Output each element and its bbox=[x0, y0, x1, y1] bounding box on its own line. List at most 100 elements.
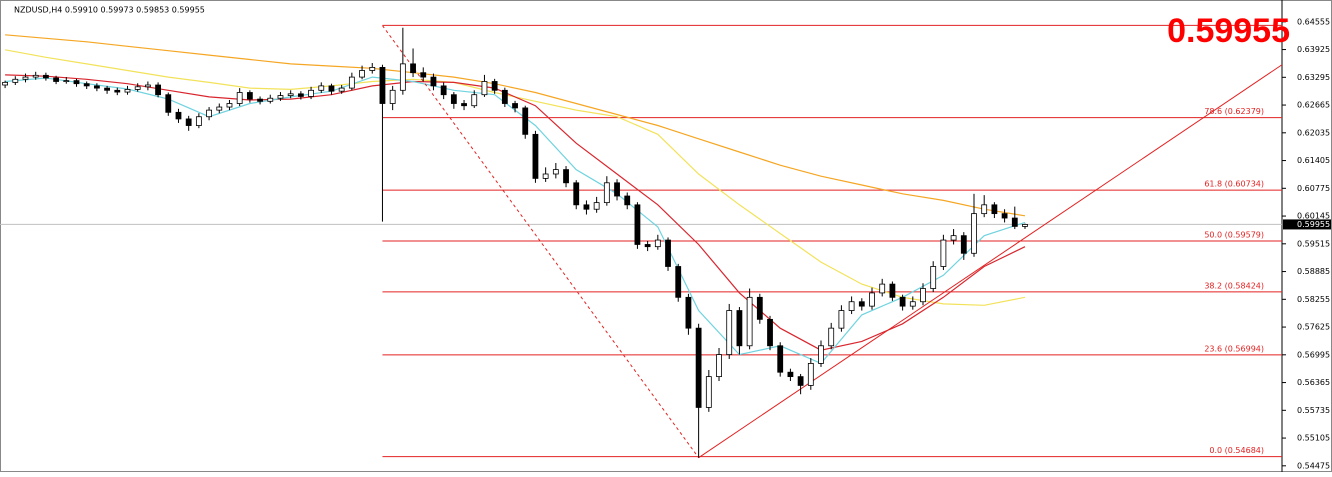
moving-average-line bbox=[5, 74, 1026, 351]
candle-body bbox=[593, 202, 600, 210]
candle-body bbox=[369, 66, 376, 71]
candle-body bbox=[828, 327, 835, 347]
candle-body bbox=[155, 84, 161, 96]
candle-body bbox=[634, 204, 641, 245]
candle-body bbox=[287, 93, 294, 96]
candle-body bbox=[399, 63, 406, 91]
candle-body bbox=[899, 296, 906, 307]
candle-body bbox=[858, 301, 865, 307]
moving-average-line bbox=[5, 34, 1026, 217]
candle-body bbox=[348, 76, 355, 89]
candle-body bbox=[63, 80, 70, 83]
candle-body bbox=[124, 89, 131, 93]
candle-body bbox=[848, 301, 855, 311]
candle-body bbox=[705, 376, 712, 408]
fib-level-label: 0.0 (0.54684) bbox=[1209, 446, 1264, 455]
candle-body bbox=[563, 169, 569, 184]
candle-body bbox=[1001, 213, 1008, 219]
current-price-tag-label: 0.59955 bbox=[1297, 220, 1330, 229]
candle-body bbox=[185, 118, 192, 126]
candle-body bbox=[481, 81, 488, 96]
y-tick-label: 0.55735 bbox=[1297, 406, 1330, 415]
candle-body bbox=[940, 239, 947, 267]
candle-body bbox=[552, 169, 559, 175]
candle-body bbox=[450, 94, 457, 104]
candle-body bbox=[991, 204, 998, 215]
candle-body bbox=[165, 94, 172, 113]
candle-body bbox=[32, 74, 39, 78]
candle-body bbox=[736, 310, 743, 347]
candle-body bbox=[73, 80, 80, 85]
candle-body bbox=[1011, 217, 1018, 227]
candle-body bbox=[389, 89, 396, 104]
candle-body bbox=[379, 66, 386, 104]
candle-body bbox=[410, 63, 416, 74]
fib-level-label: 78.6 (0.62379) bbox=[1204, 107, 1264, 116]
candle-body bbox=[960, 235, 967, 254]
current-price-tag bbox=[1283, 219, 1331, 230]
candle-body bbox=[1022, 224, 1028, 227]
y-tick-label: 0.57625 bbox=[1297, 323, 1330, 332]
fib-level-label: 23.6 (0.56994) bbox=[1204, 344, 1264, 353]
candle-body bbox=[471, 94, 478, 107]
candle-body bbox=[328, 85, 335, 92]
candle-body bbox=[909, 301, 916, 307]
candle-body bbox=[583, 204, 590, 210]
candle-body bbox=[624, 195, 631, 206]
candle-body bbox=[869, 292, 875, 307]
y-tick-label: 0.58255 bbox=[1297, 295, 1330, 304]
candle-body bbox=[338, 87, 345, 92]
candle-body bbox=[838, 310, 845, 329]
candle-body bbox=[532, 133, 539, 179]
y-tick-label: 0.64555 bbox=[1297, 17, 1330, 26]
candle-body bbox=[104, 87, 110, 91]
current-price-big: 0.59955 bbox=[1167, 12, 1290, 50]
y-tick-label: 0.56995 bbox=[1297, 350, 1330, 359]
candle-body bbox=[216, 106, 223, 111]
candle-body bbox=[522, 107, 529, 135]
candle-body bbox=[318, 85, 325, 91]
candle-body bbox=[889, 283, 896, 298]
y-tick-label: 0.54475 bbox=[1297, 461, 1330, 470]
candle-body bbox=[236, 92, 243, 104]
candle-body bbox=[685, 296, 692, 329]
candle-body bbox=[644, 244, 651, 248]
y-tick-label: 0.61405 bbox=[1297, 156, 1330, 165]
candle-body bbox=[134, 86, 141, 90]
candle-body bbox=[573, 182, 580, 206]
candle-body bbox=[461, 103, 467, 107]
fib-level-label: 61.8 (0.60734) bbox=[1204, 180, 1264, 189]
y-tick-label: 0.62665 bbox=[1297, 101, 1330, 110]
candle-body bbox=[920, 288, 926, 303]
y-tick-label: 0.60775 bbox=[1297, 184, 1330, 193]
trendline bbox=[382, 25, 700, 458]
y-tick-label: 0.58885 bbox=[1297, 267, 1330, 276]
candle-body bbox=[277, 95, 284, 99]
candle-body bbox=[787, 371, 794, 378]
candle-body bbox=[12, 78, 19, 83]
trendline bbox=[698, 64, 1283, 459]
candle-body bbox=[746, 296, 753, 347]
candle-body bbox=[297, 93, 304, 97]
candle-body bbox=[501, 89, 508, 104]
candle-body bbox=[53, 77, 59, 82]
candle-body bbox=[114, 89, 121, 93]
candle-body bbox=[950, 235, 957, 241]
candle-body bbox=[195, 116, 202, 126]
candle-body bbox=[42, 74, 49, 79]
candle-body bbox=[512, 103, 518, 109]
candle-body bbox=[2, 81, 8, 86]
candle-body bbox=[144, 84, 151, 88]
y-tick-label: 0.55105 bbox=[1297, 434, 1330, 443]
candle-body bbox=[175, 111, 182, 120]
candle-body bbox=[93, 85, 100, 89]
candle-body bbox=[614, 182, 620, 197]
candle-body bbox=[971, 213, 977, 254]
candle-body bbox=[756, 296, 763, 320]
fib-level-label: 38.2 (0.58424) bbox=[1204, 281, 1264, 290]
candle-body bbox=[420, 72, 427, 78]
y-tick-label: 0.60145 bbox=[1297, 212, 1330, 221]
